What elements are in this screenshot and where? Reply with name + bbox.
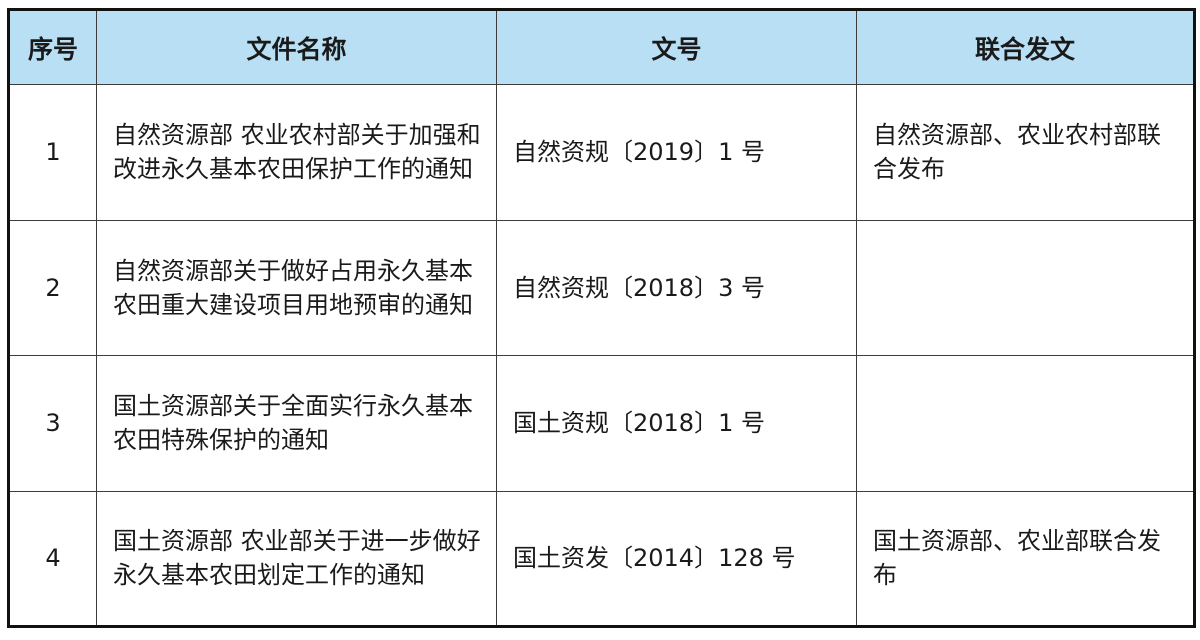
- regulations-table: 序号 文件名称 文号 联合发文 1 自然资源部 农业农村部关于加强和改进永久基本…: [7, 8, 1196, 628]
- table-header-row: 序号 文件名称 文号 联合发文: [8, 9, 1195, 85]
- cell-index: 1: [8, 84, 97, 221]
- cell-joint-issue: [856, 219, 1195, 356]
- cell-doc-name: 国土资源部关于全面实行永久基本农田特殊保护的通知: [96, 355, 497, 492]
- header-cell-joint-issue: 联合发文: [856, 9, 1195, 85]
- cell-doc-name: 自然资源部 农业农村部关于加强和改进永久基本农田保护工作的通知: [96, 84, 497, 221]
- cell-joint-issue: 国土资源部、农业部联合发布: [856, 490, 1195, 627]
- table-row: 1 自然资源部 农业农村部关于加强和改进永久基本农田保护工作的通知 自然资规〔2…: [8, 84, 1195, 221]
- cell-doc-number: 国土资发〔2014〕128 号: [496, 490, 857, 627]
- cell-joint-issue: [856, 355, 1195, 492]
- cell-doc-name: 自然资源部关于做好占用永久基本农田重大建设项目用地预审的通知: [96, 219, 497, 356]
- table-row: 2 自然资源部关于做好占用永久基本农田重大建设项目用地预审的通知 自然资规〔20…: [8, 219, 1195, 356]
- header-cell-index: 序号: [8, 9, 97, 85]
- cell-doc-number: 国土资规〔2018〕1 号: [496, 355, 857, 492]
- table-row: 4 国土资源部 农业部关于进一步做好永久基本农田划定工作的通知 国土资发〔201…: [8, 490, 1195, 627]
- cell-doc-number: 自然资规〔2018〕3 号: [496, 219, 857, 356]
- cell-index: 2: [8, 219, 97, 356]
- cell-index: 3: [8, 355, 97, 492]
- cell-doc-number: 自然资规〔2019〕1 号: [496, 84, 857, 221]
- table-row: 3 国土资源部关于全面实行永久基本农田特殊保护的通知 国土资规〔2018〕1 号: [8, 355, 1195, 492]
- cell-joint-issue: 自然资源部、农业农村部联合发布: [856, 84, 1195, 221]
- cell-index: 4: [8, 490, 97, 627]
- header-cell-doc-number: 文号: [496, 9, 857, 85]
- cell-doc-name: 国土资源部 农业部关于进一步做好永久基本农田划定工作的通知: [96, 490, 497, 627]
- header-cell-doc-name: 文件名称: [96, 9, 497, 85]
